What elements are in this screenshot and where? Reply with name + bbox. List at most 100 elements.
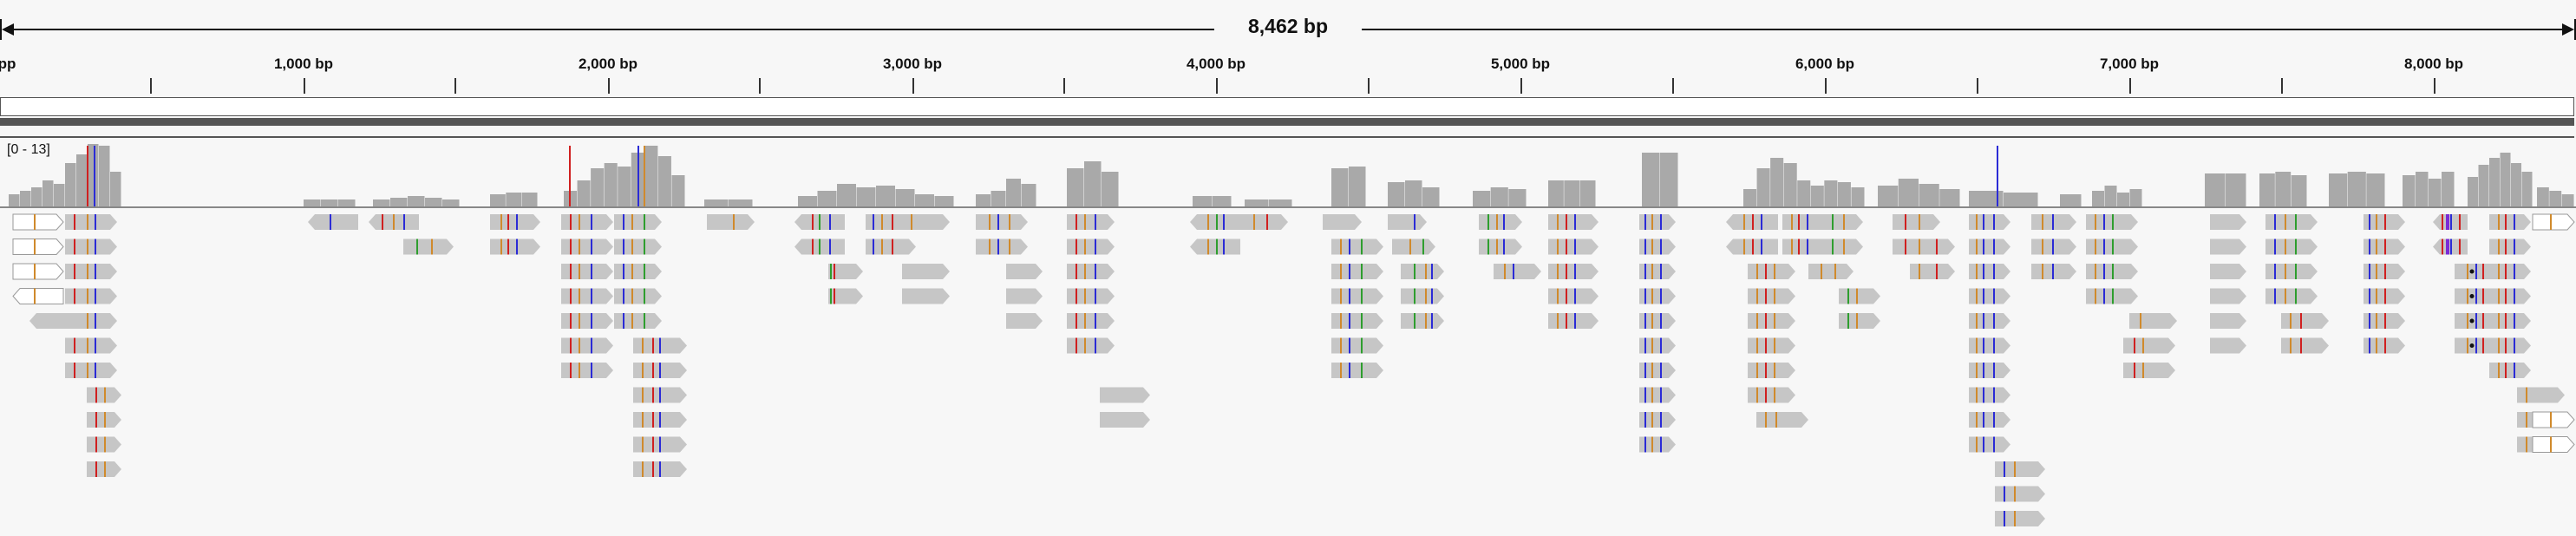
alignment-read[interactable] [12,263,64,280]
alignment-read[interactable] [2489,363,2531,378]
alignment-read[interactable] [1067,239,1115,255]
alignment-read[interactable] [1401,264,1444,279]
alignment-read[interactable] [707,214,755,230]
alignment-read[interactable] [1639,288,1676,304]
alignment-read[interactable] [2265,264,2318,279]
alignment-read[interactable] [1969,412,2010,428]
alignment-read[interactable] [1190,239,1240,255]
alignment-read[interactable] [561,239,613,255]
coverage-track[interactable] [0,136,2574,209]
alignment-read[interactable] [1548,313,1599,329]
alignment-read[interactable] [614,214,662,230]
alignment-read[interactable] [2489,214,2531,230]
alignment-read[interactable] [2281,313,2329,329]
alignment-read[interactable] [828,288,863,304]
alignment-read[interactable] [1969,264,2010,279]
alignment-read[interactable] [2129,313,2177,329]
alignment-read[interactable] [866,239,916,255]
alignment-read[interactable] [902,264,950,279]
alignment-read[interactable] [561,363,613,378]
alignment-read[interactable] [1748,288,1795,304]
alignment-read[interactable] [1388,214,1427,230]
alignment-read[interactable] [1401,288,1444,304]
alignment-read[interactable] [1910,239,1955,255]
alignment-read[interactable] [308,214,358,230]
alignment-read[interactable] [976,214,1028,230]
alignment-read[interactable] [1067,337,1115,354]
alignment-read[interactable] [1006,313,1043,329]
alignment-read[interactable] [2265,288,2318,304]
alignment-read[interactable] [1969,436,2010,453]
alignment-read[interactable] [828,264,863,279]
alignment-read[interactable] [614,264,662,279]
alignment-read[interactable] [1639,264,1676,279]
alignment-read[interactable] [1331,337,1383,354]
alignment-read[interactable] [1067,288,1115,304]
alignment-read[interactable] [1479,214,1522,230]
alignment-read[interactable] [2281,337,2329,354]
alignment-read[interactable] [1808,264,1854,279]
alignment-read[interactable] [2210,214,2246,230]
alignment-read[interactable] [2210,264,2246,279]
alignment-read[interactable] [2489,337,2531,354]
alignment-read[interactable] [65,363,117,378]
alignment-read[interactable] [1548,264,1599,279]
alignment-read[interactable] [902,214,950,230]
alignment-read[interactable] [561,337,613,354]
alignment-read[interactable] [1839,313,1880,329]
alignment-read[interactable] [2265,214,2318,230]
alignment-read[interactable] [1639,214,1676,230]
alignment-read[interactable] [2265,239,2318,255]
alignment-read[interactable] [1479,239,1522,255]
alignment-read[interactable] [1639,337,1676,354]
alignment-read[interactable] [490,214,540,230]
alignment-read[interactable] [2532,213,2575,231]
alignment-read[interactable] [1331,313,1383,329]
alignment-read[interactable] [490,239,540,255]
alignment-read[interactable] [1006,264,1043,279]
alignment-read[interactable] [2489,313,2531,329]
alignment-read[interactable] [1548,239,1599,255]
alignment-read[interactable] [1639,363,1676,378]
alignment-read[interactable] [1748,387,1795,403]
alignment-read[interactable] [1893,214,1940,230]
alignment-read[interactable] [1969,288,2010,304]
alignment-read[interactable] [65,239,117,255]
alignment-read[interactable] [2123,337,2175,354]
alignment-read[interactable] [1639,313,1676,329]
alignment-read[interactable] [1548,288,1599,304]
alignment-read[interactable] [1240,214,1288,230]
alignment-read[interactable] [1748,363,1795,378]
alignment-read[interactable] [561,264,613,279]
alignment-read[interactable] [2532,436,2575,453]
alignment-read[interactable] [1067,214,1115,230]
alignment-read[interactable] [1969,239,2010,255]
alignment-read[interactable] [1331,288,1383,304]
alignment-read[interactable] [2489,239,2531,255]
alignment-read[interactable] [1839,288,1880,304]
alignment-read[interactable] [1401,313,1444,329]
alignment-read[interactable] [614,239,662,255]
gene-track-bar[interactable] [0,118,2574,126]
alignment-read[interactable] [614,288,662,304]
alignment-read[interactable] [1323,214,1362,230]
alignment-read[interactable] [1067,264,1115,279]
alignment-read[interactable] [1190,214,1240,230]
alignment-read[interactable] [1067,313,1115,329]
alignment-read[interactable] [1639,239,1676,255]
alignment-read[interactable] [1639,412,1676,428]
alignment-read[interactable] [65,288,117,304]
alignment-read[interactable] [1910,264,1955,279]
alignment-read[interactable] [1748,313,1795,329]
alignment-read[interactable] [1821,239,1863,255]
alignment-read[interactable] [12,288,64,304]
alignment-read[interactable] [2210,313,2246,329]
alignment-read[interactable] [1331,239,1383,255]
coverage-histogram[interactable] [0,139,2576,208]
alignment-read[interactable] [1392,239,1435,255]
alignment-read[interactable] [561,288,613,304]
alignment-read[interactable] [1331,363,1383,378]
alignment-read[interactable] [1969,214,2010,230]
alignment-read[interactable] [2210,337,2246,354]
alignment-read[interactable] [1969,387,2010,403]
